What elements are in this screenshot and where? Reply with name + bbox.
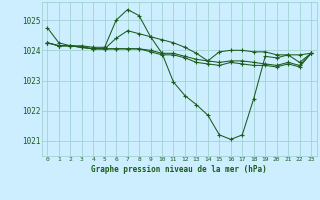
- X-axis label: Graphe pression niveau de la mer (hPa): Graphe pression niveau de la mer (hPa): [91, 165, 267, 174]
